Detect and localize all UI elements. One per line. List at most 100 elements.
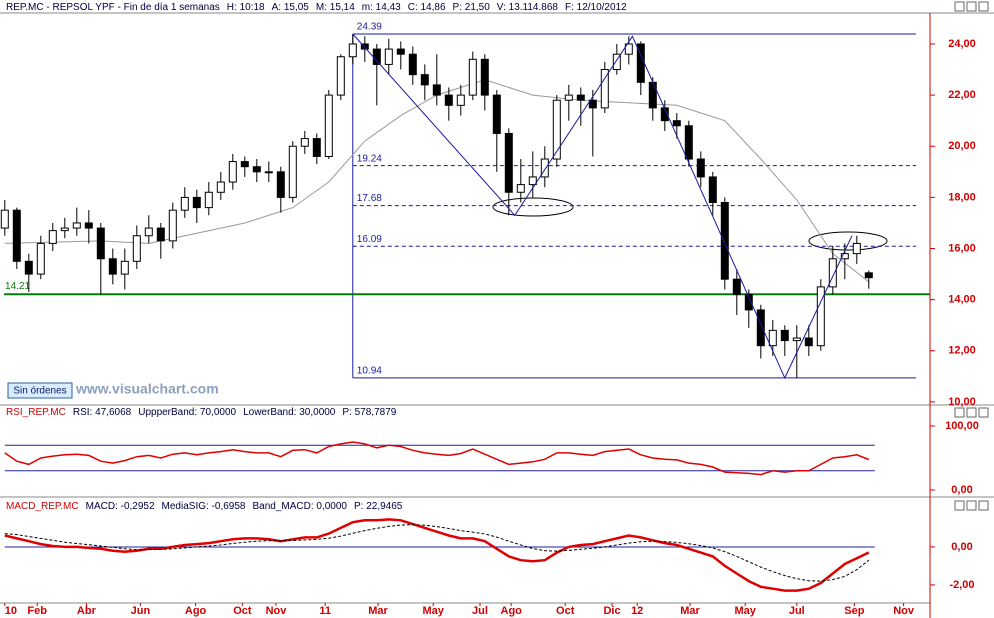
header-item: REP.MC - REPSOL YPF - Fin de día 1 seman…	[6, 2, 220, 13]
x-tick-label: Jul	[789, 605, 805, 617]
candle-body	[384, 48, 393, 65]
candle-body	[72, 222, 81, 229]
candle-body	[0, 209, 9, 229]
candle-body	[264, 171, 273, 174]
candle-body	[564, 94, 573, 101]
header-item: M: 15,14	[316, 2, 355, 13]
restore-button[interactable]	[966, 1, 977, 12]
x-tick-label: Ago	[185, 605, 207, 617]
candle-body	[240, 161, 249, 168]
x-tick-label: Abr	[77, 605, 97, 617]
candle-body	[120, 260, 129, 275]
candle-body	[312, 138, 321, 157]
header-item: RSI: 47,6068	[73, 407, 132, 418]
header-item: MACD: -0,2952	[86, 501, 155, 512]
x-tick-label: Oct	[556, 605, 575, 617]
indicator-line	[4, 441, 870, 476]
candle-body	[780, 329, 789, 342]
candle-body	[396, 48, 405, 55]
candle-body	[828, 258, 837, 288]
candle-body	[816, 286, 825, 347]
candle-body	[408, 53, 417, 76]
candle-body	[792, 337, 801, 342]
candle-body	[96, 227, 105, 260]
header-item: H: 10:18	[227, 2, 265, 13]
restore-button[interactable]	[966, 407, 977, 418]
candle-body	[360, 43, 369, 50]
y-tick-label: 10,00	[948, 396, 976, 408]
candle-body	[528, 176, 537, 186]
candle-body	[492, 94, 501, 134]
candle-body	[804, 337, 813, 347]
close-button[interactable]	[978, 1, 989, 12]
header-item: C: 14,86	[408, 2, 446, 13]
candle-body	[372, 48, 381, 65]
candle-body	[696, 158, 705, 178]
y-tick-label: 18,00	[948, 191, 976, 203]
candle-body	[348, 43, 357, 58]
candle-body	[60, 227, 69, 232]
candle-body	[588, 99, 597, 109]
header-item: P: 21,50	[453, 2, 491, 13]
orders-button-label[interactable]: Sin órdenes	[13, 386, 66, 397]
header-item: P: 578,7879	[342, 407, 396, 418]
close-button[interactable]	[978, 500, 989, 511]
candle-body	[300, 138, 309, 147]
candle-body	[864, 272, 873, 279]
candle-body	[324, 94, 333, 157]
header-item: MACD_REP.MC	[6, 501, 79, 512]
restore-button[interactable]	[966, 500, 977, 511]
orders-button[interactable]	[7, 382, 73, 399]
header-item: Band_MACD: 0,0000	[252, 501, 347, 512]
candle-body	[480, 58, 489, 96]
candle-body	[624, 43, 633, 55]
x-tick-label: Mar	[368, 605, 388, 617]
header-item: RSI_REP.MC	[6, 407, 66, 418]
close-button[interactable]	[978, 407, 989, 418]
indicator-line	[4, 518, 870, 592]
candle-body	[12, 209, 21, 262]
candle-body	[852, 242, 861, 255]
candle-body	[552, 99, 561, 160]
header-item: m: 14,43	[362, 2, 401, 13]
candle-body	[216, 181, 225, 193]
candle-body	[684, 125, 693, 160]
header-item: F: 12/10/2012	[565, 2, 627, 13]
candle-body	[156, 227, 165, 242]
candle-body	[648, 81, 657, 109]
level-label: 17.68	[357, 193, 382, 204]
candle-body	[756, 309, 765, 347]
candle-body	[228, 161, 237, 183]
minimize-button[interactable]	[954, 500, 965, 511]
highlight-ellipse	[492, 197, 574, 217]
y-tick-label: -2,00	[949, 579, 974, 591]
candle-body	[108, 258, 117, 275]
x-tick-label: 11	[319, 605, 331, 617]
watermark: www.visualchart.com	[75, 381, 219, 397]
x-tick-label: Sep	[844, 605, 864, 617]
x-tick-label: 12	[631, 605, 643, 617]
x-tick-label: Nov	[266, 605, 288, 617]
candle-body	[192, 196, 201, 209]
candle-body	[24, 260, 33, 275]
candle-body	[540, 158, 549, 178]
x-tick-label: Dic	[603, 605, 620, 617]
candle-body	[768, 329, 777, 347]
candle-body	[672, 120, 681, 127]
x-tick-label: 10	[5, 605, 17, 617]
candle-body	[288, 145, 297, 198]
candle-body	[168, 209, 177, 242]
minimize-button[interactable]	[954, 1, 965, 12]
y-tick-label: 12,00	[948, 345, 976, 357]
candle-body	[276, 171, 285, 198]
minimize-button[interactable]	[954, 407, 965, 418]
x-tick-label: Ago	[501, 605, 523, 617]
candle-body	[420, 74, 429, 86]
candle-body	[576, 94, 585, 101]
header-item: P: 22,9465	[354, 501, 403, 512]
candle-body	[720, 202, 729, 280]
header-item: MediaSIG: -0,6958	[162, 501, 246, 512]
candle-body	[600, 69, 609, 109]
candle-body	[36, 242, 45, 275]
candle-body	[456, 94, 465, 106]
